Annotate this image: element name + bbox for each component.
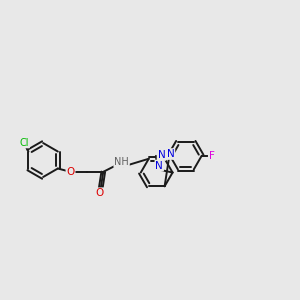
Text: N: N — [155, 160, 163, 171]
Text: O: O — [66, 167, 75, 177]
Text: O: O — [96, 188, 104, 198]
Text: F: F — [209, 151, 215, 161]
Text: N: N — [158, 150, 165, 160]
Text: NH: NH — [114, 157, 129, 167]
Text: N: N — [167, 149, 174, 159]
Text: Cl: Cl — [20, 137, 29, 148]
